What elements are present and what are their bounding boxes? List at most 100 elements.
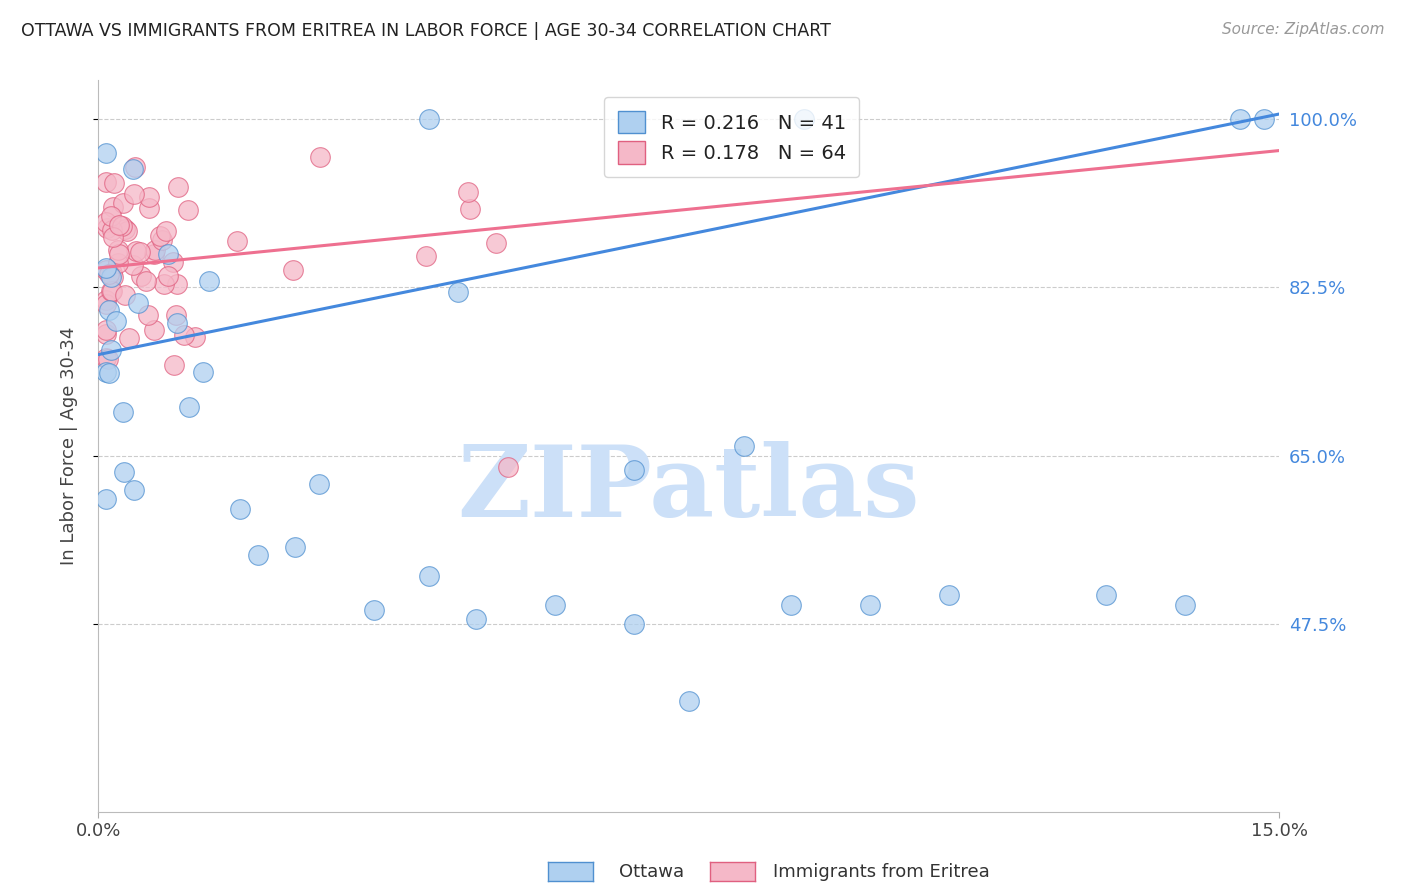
- Point: [148, 229, 170, 244]
- Point: [124, 160, 146, 174]
- Point: [107, 255, 129, 269]
- Point: [125, 244, 148, 259]
- Point: [100, 269, 122, 284]
- Point: [179, 400, 201, 414]
- Point: [1174, 598, 1197, 612]
- Point: [156, 269, 179, 284]
- Point: [447, 285, 470, 300]
- Point: [415, 249, 437, 263]
- Point: [96, 175, 118, 189]
- Point: [100, 343, 122, 358]
- Point: [112, 405, 135, 419]
- Point: [101, 265, 124, 279]
- Point: [129, 244, 152, 259]
- Point: [457, 185, 479, 199]
- Point: [229, 501, 252, 516]
- Point: [122, 187, 145, 202]
- Point: [226, 234, 249, 248]
- Point: [485, 236, 508, 251]
- Point: [111, 219, 134, 233]
- Point: [308, 150, 330, 164]
- Point: [101, 270, 124, 285]
- Point: [96, 323, 118, 337]
- Point: [136, 309, 159, 323]
- Point: [96, 260, 118, 275]
- Point: [143, 243, 166, 257]
- Point: [96, 145, 118, 160]
- Y-axis label: In Labor Force | Age 30-34: In Labor Force | Age 30-34: [59, 326, 77, 566]
- Point: [623, 617, 645, 632]
- Point: [284, 540, 307, 554]
- Point: [143, 247, 166, 261]
- Point: [96, 220, 118, 235]
- Point: [96, 326, 118, 341]
- Point: [101, 200, 124, 214]
- Point: [105, 314, 128, 328]
- Point: [938, 588, 960, 602]
- Point: [793, 112, 815, 126]
- Point: [111, 196, 134, 211]
- Point: [96, 491, 118, 506]
- Point: [247, 548, 270, 562]
- Point: [131, 269, 153, 284]
- Point: [166, 316, 188, 330]
- Point: [97, 366, 120, 380]
- Legend: R = 0.216   N = 41, R = 0.178   N = 64: R = 0.216 N = 41, R = 0.178 N = 64: [605, 97, 859, 178]
- Point: [96, 215, 118, 229]
- Point: [308, 477, 330, 491]
- Point: [96, 296, 118, 310]
- Point: [107, 244, 129, 258]
- Point: [153, 277, 176, 291]
- Point: [96, 366, 118, 380]
- Point: [465, 612, 488, 626]
- Point: [165, 309, 187, 323]
- Point: [127, 296, 149, 310]
- Point: [135, 274, 157, 288]
- Point: [283, 263, 305, 277]
- Point: [166, 277, 188, 291]
- Text: OTTAWA VS IMMIGRANTS FROM ERITREA IN LABOR FORCE | AGE 30-34 CORRELATION CHART: OTTAWA VS IMMIGRANTS FROM ERITREA IN LAB…: [21, 22, 831, 40]
- Point: [363, 602, 385, 616]
- Point: [143, 323, 166, 337]
- Point: [108, 247, 131, 261]
- Point: [101, 230, 124, 244]
- Point: [177, 203, 200, 218]
- Point: [97, 267, 120, 281]
- Point: [678, 694, 700, 708]
- Point: [173, 328, 195, 343]
- Text: Source: ZipAtlas.com: Source: ZipAtlas.com: [1222, 22, 1385, 37]
- Point: [96, 263, 118, 277]
- Point: [418, 569, 440, 583]
- Point: [191, 366, 214, 380]
- Point: [100, 210, 122, 224]
- Point: [114, 288, 136, 302]
- Point: [155, 224, 177, 238]
- Point: [544, 598, 567, 612]
- Text: Immigrants from Eritrea: Immigrants from Eritrea: [773, 863, 990, 881]
- Point: [100, 223, 122, 237]
- Point: [623, 463, 645, 477]
- Point: [100, 284, 122, 298]
- Point: [162, 255, 184, 269]
- Point: [118, 331, 141, 345]
- Point: [101, 284, 124, 298]
- Point: [859, 598, 882, 612]
- Point: [198, 274, 221, 288]
- Point: [496, 460, 519, 475]
- Point: [1095, 588, 1118, 602]
- Point: [96, 351, 118, 365]
- Point: [157, 247, 180, 261]
- Point: [138, 190, 160, 204]
- Text: ZIPatlas: ZIPatlas: [458, 442, 920, 539]
- Point: [96, 293, 118, 307]
- Point: [733, 439, 755, 453]
- Point: [103, 177, 125, 191]
- Point: [780, 598, 803, 612]
- Point: [115, 224, 138, 238]
- Point: [122, 483, 145, 497]
- Point: [163, 359, 186, 373]
- Point: [167, 180, 190, 194]
- Text: Ottawa: Ottawa: [619, 863, 683, 881]
- Point: [150, 233, 173, 247]
- Point: [122, 258, 145, 272]
